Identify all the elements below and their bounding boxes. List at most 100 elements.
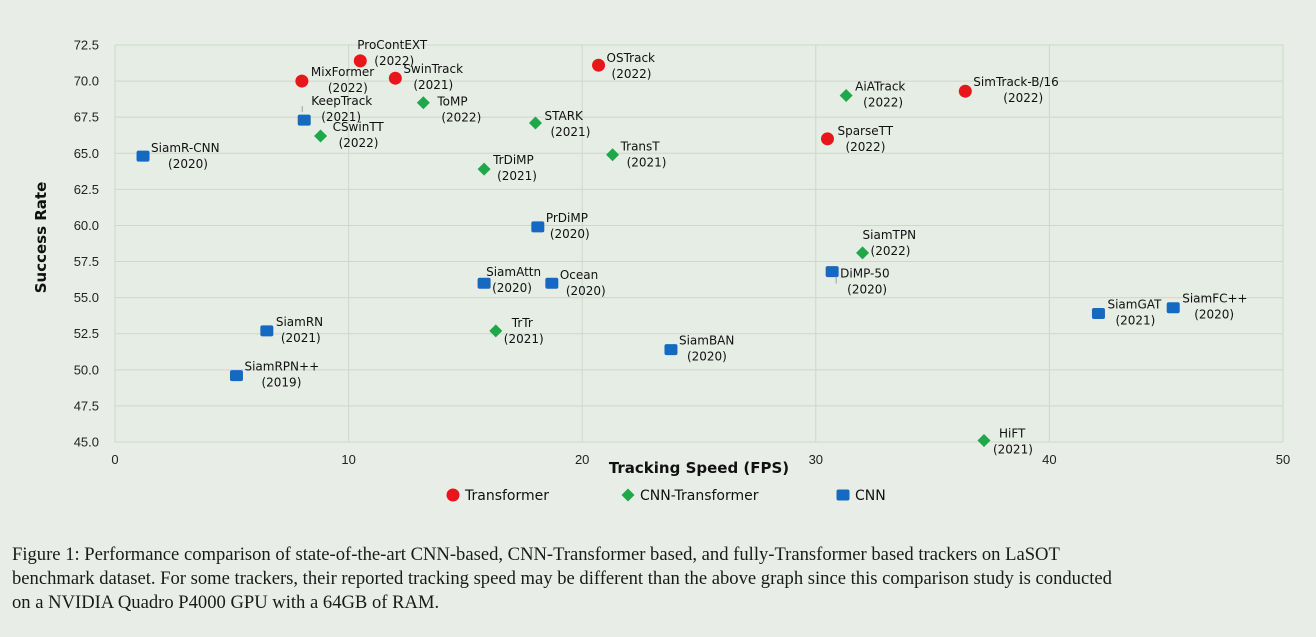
point-siamattn bbox=[477, 277, 491, 289]
point-label-mixformer: MixFormer bbox=[311, 65, 374, 79]
y-tick-label: 52.5 bbox=[74, 326, 99, 341]
x-axis-title: Tracking Speed (FPS) bbox=[609, 459, 789, 477]
point-sparsett bbox=[820, 132, 834, 146]
x-tick-label: 30 bbox=[809, 452, 823, 467]
legend-marker-cnn bbox=[836, 489, 850, 501]
point-procontext bbox=[353, 54, 367, 68]
y-tick-label: 47.5 bbox=[74, 398, 99, 413]
point-year-swintrack: (2021) bbox=[413, 78, 453, 92]
y-tick-label: 57.5 bbox=[74, 254, 99, 269]
caption-line-2: benchmark dataset. For some trackers, th… bbox=[12, 568, 1112, 589]
point-year-prdimp: (2020) bbox=[550, 227, 590, 241]
figure-caption: Figure 1: Performance comparison of stat… bbox=[12, 543, 1316, 615]
x-tick-label: 20 bbox=[575, 452, 589, 467]
legend-marker-transformer bbox=[446, 488, 460, 502]
point-label-ostrack: OSTrack bbox=[607, 51, 656, 65]
point-siamfc bbox=[1166, 302, 1180, 314]
point-trdimp bbox=[477, 162, 491, 176]
point-year-mixformer: (2022) bbox=[328, 81, 368, 95]
y-tick-label: 67.5 bbox=[74, 110, 99, 125]
point-label-trdimp: TrDiMP bbox=[492, 153, 534, 167]
point-label-siamfc: SiamFC++ bbox=[1182, 292, 1247, 306]
point-label-procontext: ProContEXT bbox=[357, 38, 428, 52]
chart-canvas: 45.0 47.5 50.0 52.5 55.0 57.5 60.0 62.5 65.0 67.5… bbox=[32, 38, 1290, 505]
point-label-prdimp: PrDiMP bbox=[546, 211, 588, 225]
point-ocean bbox=[545, 277, 559, 289]
y-tick-label: 62.5 bbox=[74, 182, 99, 197]
point-stark bbox=[528, 116, 542, 130]
x-tick-label: 10 bbox=[341, 452, 355, 467]
point-label-trtr: TrTr bbox=[511, 316, 533, 330]
point-swintrack bbox=[388, 71, 402, 85]
point-siamtpn bbox=[856, 246, 870, 260]
y-tick-label: 72.5 bbox=[74, 38, 99, 53]
point-year-dimp-50: (2020) bbox=[847, 283, 887, 297]
point-aiatrack bbox=[839, 89, 853, 103]
point-label-siamban: SiamBAN bbox=[679, 334, 734, 348]
point-label-siamr-cnn: SiamR-CNN bbox=[151, 141, 220, 155]
y-axis-title: Success Rate bbox=[32, 182, 50, 294]
x-tick-label: 40 bbox=[1042, 452, 1056, 467]
point-cswintt bbox=[314, 129, 328, 143]
x-tick-label: 50 bbox=[1276, 452, 1290, 467]
point-label-simtrack-b-16: SimTrack-B/16 bbox=[973, 75, 1058, 89]
point-siamrn bbox=[260, 325, 274, 337]
point-year-sparsett: (2022) bbox=[845, 140, 885, 154]
y-tick-label: 70.0 bbox=[74, 74, 99, 89]
point-year-procontext: (2022) bbox=[374, 54, 414, 68]
point-label-hift: HiFT bbox=[999, 427, 1026, 441]
point-trtr bbox=[489, 324, 503, 338]
point-siamrpn bbox=[229, 370, 243, 382]
x-tick-label: 0 bbox=[111, 452, 118, 467]
point-year-tomp: (2022) bbox=[441, 111, 481, 125]
point-label-cswintt: CSwinTT bbox=[333, 120, 385, 134]
point-label-siamattn: SiamAttn bbox=[486, 265, 541, 279]
point-year-ostrack: (2022) bbox=[612, 67, 652, 81]
point-siamr-cnn bbox=[136, 150, 150, 162]
point-year-hift: (2021) bbox=[993, 443, 1033, 457]
y-tick-label: 55.0 bbox=[74, 290, 99, 305]
y-tick-label: 60.0 bbox=[74, 218, 99, 233]
point-year-cswintt: (2022) bbox=[339, 136, 379, 150]
legend-marker-cnn-transformer bbox=[621, 488, 635, 502]
legend-label-cnn: CNN bbox=[855, 488, 886, 504]
point-year-trtr: (2021) bbox=[504, 332, 544, 346]
caption-line-3: on a NVIDIA Quadro P4000 GPU with a 64GB… bbox=[12, 592, 440, 613]
point-keeptrack bbox=[297, 114, 311, 126]
point-year-siamrpn: (2019) bbox=[261, 376, 301, 390]
point-label-keeptrack: KeepTrack bbox=[311, 94, 372, 108]
point-mixformer bbox=[295, 74, 309, 88]
point-ostrack bbox=[592, 58, 606, 72]
point-prdimp bbox=[531, 221, 545, 233]
point-dimp-50 bbox=[825, 266, 839, 278]
point-year-siamban: (2020) bbox=[687, 350, 727, 364]
scatter-chart: 45.0 47.5 50.0 52.5 55.0 57.5 60.0 62.5 65.0 67.5… bbox=[32, 38, 1290, 505]
point-label-dimp-50: DiMP-50 bbox=[840, 267, 890, 281]
legend-label-cnn-transformer: CNN-Transformer bbox=[640, 488, 759, 504]
point-label-siamgat: SiamGAT bbox=[1107, 298, 1162, 312]
point-label-transt: TransT bbox=[620, 140, 661, 154]
y-tick-label: 45.0 bbox=[74, 435, 99, 450]
point-label-ocean: Ocean bbox=[560, 268, 598, 282]
point-label-stark: STARK bbox=[544, 109, 584, 123]
point-hift bbox=[977, 434, 991, 448]
point-year-siamgat: (2021) bbox=[1115, 314, 1155, 328]
point-year-ocean: (2020) bbox=[566, 284, 606, 298]
point-year-siamfc: (2020) bbox=[1194, 308, 1234, 322]
point-year-siamtpn: (2022) bbox=[871, 244, 911, 258]
point-label-tomp: ToMP bbox=[436, 95, 467, 109]
point-year-stark: (2021) bbox=[550, 125, 590, 139]
y-tick-label: 50.0 bbox=[74, 362, 99, 377]
point-siamban bbox=[664, 344, 678, 356]
point-label-siamrpn: SiamRPN++ bbox=[244, 360, 319, 374]
y-tick-label: 65.0 bbox=[74, 146, 99, 161]
point-year-siamattn: (2020) bbox=[492, 281, 532, 295]
legend-label-transformer: Transformer bbox=[464, 488, 549, 504]
point-year-trdimp: (2021) bbox=[497, 169, 537, 183]
point-label-sparsett: SparseTT bbox=[837, 124, 893, 138]
point-year-aiatrack: (2022) bbox=[863, 96, 903, 110]
point-label-siamrn: SiamRN bbox=[276, 315, 323, 329]
point-transt bbox=[606, 148, 620, 162]
point-year-siamrn: (2021) bbox=[281, 331, 321, 345]
plot-area bbox=[115, 45, 1283, 442]
